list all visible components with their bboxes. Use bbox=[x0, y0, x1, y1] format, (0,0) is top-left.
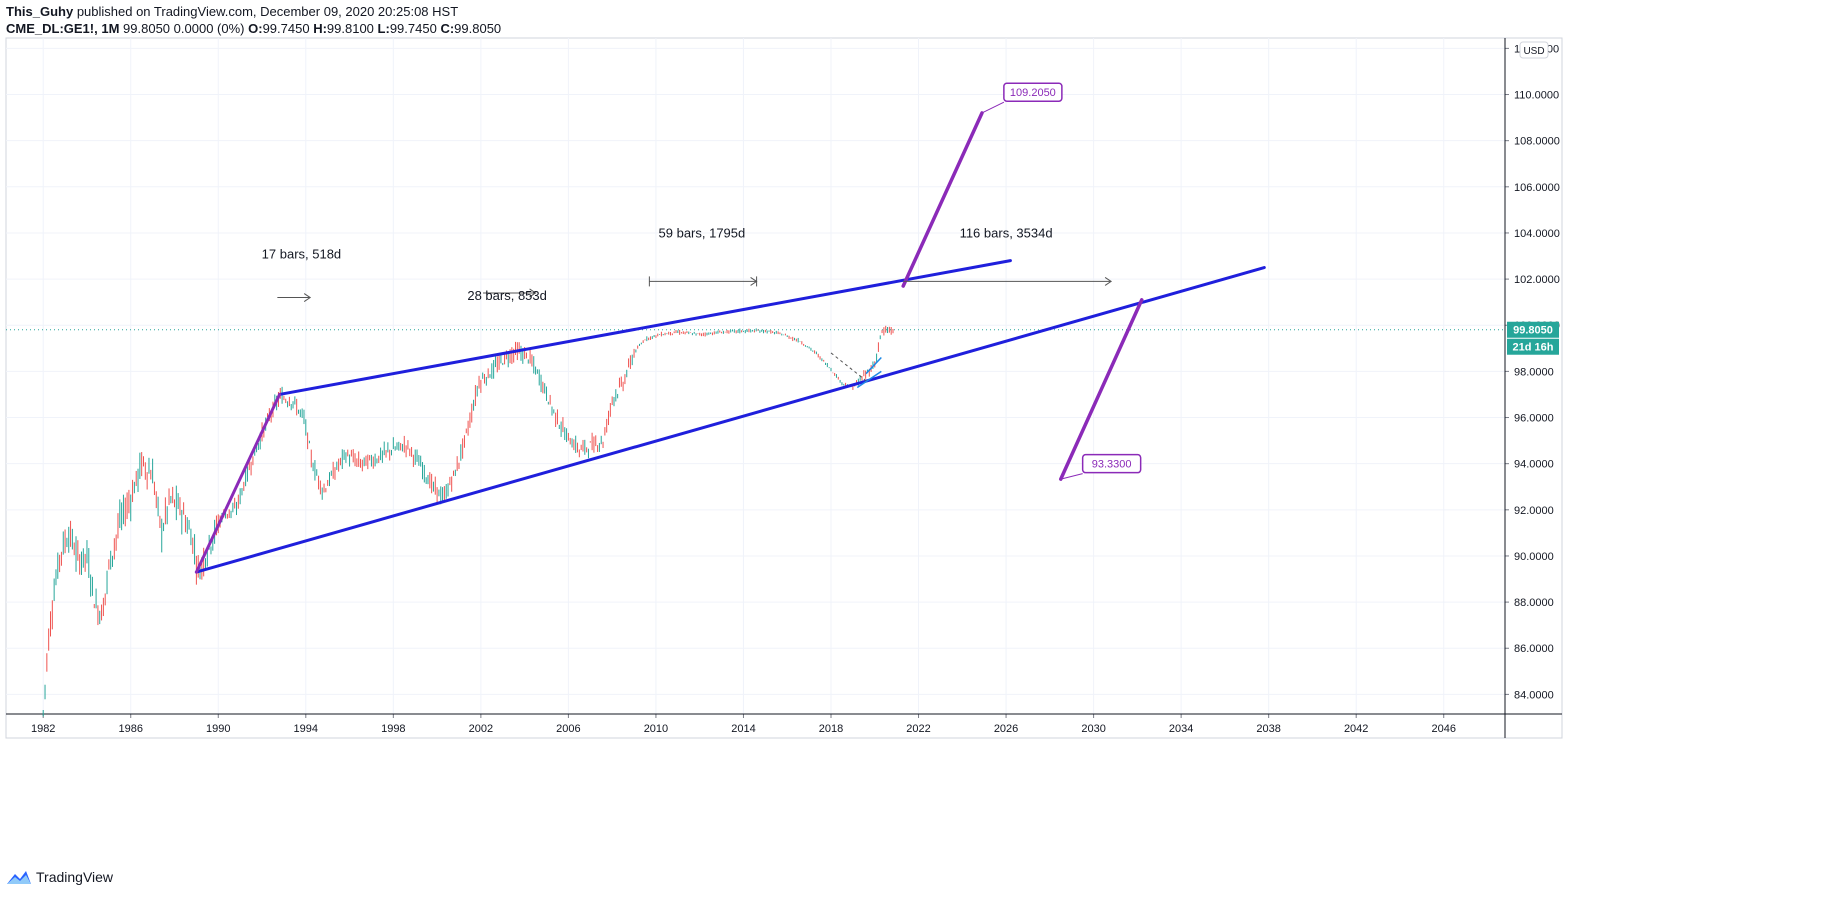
y-tick-label: 96.0000 bbox=[1514, 413, 1554, 425]
x-tick-label: 2026 bbox=[994, 723, 1018, 735]
projection-up-label-box[interactable] bbox=[1003, 82, 1063, 102]
projection-up-label: 109.2050 bbox=[1010, 87, 1056, 99]
x-tick-label: 1982 bbox=[31, 723, 55, 735]
x-tick-label: 2006 bbox=[556, 723, 580, 735]
projection-down-callout bbox=[1060, 473, 1083, 480]
currency-label: USD bbox=[1523, 46, 1544, 57]
y-tick-label: 84.0000 bbox=[1514, 689, 1554, 701]
tradingview-logo-icon bbox=[7, 871, 31, 884]
bar-count-annotation: 17 bars, 518d bbox=[262, 246, 342, 261]
symbol-label[interactable]: CME_DL:GE1!, 1M bbox=[6, 21, 120, 36]
x-tick-label: 1998 bbox=[381, 723, 405, 735]
countdown-tag bbox=[1507, 338, 1559, 355]
projection-up-callout bbox=[981, 101, 1005, 114]
price-change: 0.0000 (0%) bbox=[173, 21, 245, 36]
mini-wedge bbox=[856, 357, 882, 389]
y-tick-label: 102.0000 bbox=[1514, 274, 1560, 286]
y-tick-label: 110.0000 bbox=[1514, 90, 1559, 102]
chart-frame bbox=[5, 37, 1563, 739]
high-value: H:99.8100 bbox=[313, 21, 374, 36]
y-tick-label: 94.0000 bbox=[1514, 459, 1554, 471]
dashed-guide bbox=[830, 352, 867, 382]
bar-count-annotation: 59 bars, 1795d bbox=[659, 226, 746, 241]
x-tick-label: 2046 bbox=[1431, 723, 1455, 735]
y-tick-label: 104.0000 bbox=[1514, 228, 1560, 240]
x-tick-label: 1994 bbox=[294, 723, 318, 735]
x-tick-label: 2030 bbox=[1081, 723, 1105, 735]
x-tick-label: 1986 bbox=[118, 723, 142, 735]
x-tick-label: 2002 bbox=[469, 723, 493, 735]
x-tick-label: 2022 bbox=[906, 723, 930, 735]
y-tick-label: 92.0000 bbox=[1514, 505, 1554, 517]
footer-brand[interactable]: TradingView bbox=[6, 869, 113, 885]
close-value: C:99.8050 bbox=[440, 21, 502, 36]
chart-header: This_Guhy published on TradingView.com, … bbox=[6, 3, 501, 37]
x-tick-label: 2014 bbox=[731, 723, 755, 735]
x-tick-label: 2034 bbox=[1169, 723, 1193, 735]
projection-up[interactable] bbox=[901, 111, 984, 288]
trendline-upper-boundary[interactable] bbox=[278, 259, 1012, 396]
bar-count-annotation: 116 bars, 3534d bbox=[960, 226, 1053, 241]
candles bbox=[42, 325, 894, 717]
x-tick-label: 1990 bbox=[206, 723, 230, 735]
trendline-impulse-leg[interactable] bbox=[194, 392, 282, 574]
open-value: O:99.7450 bbox=[248, 21, 310, 36]
range-marker-arrowhead bbox=[303, 293, 312, 302]
price-tag-label: 99.8050 bbox=[1513, 325, 1553, 337]
projection-down-label: 93.3300 bbox=[1092, 459, 1132, 471]
y-tick-label: 90.0000 bbox=[1514, 551, 1554, 563]
y-tick-label: 108.0000 bbox=[1514, 136, 1560, 148]
publish-line: This_Guhy published on TradingView.com, … bbox=[6, 3, 501, 20]
trendline-lower-boundary[interactable] bbox=[194, 266, 1266, 574]
publish-info: published on TradingView.com, December 0… bbox=[76, 4, 459, 19]
x-tick-label: 2042 bbox=[1344, 723, 1368, 735]
brand-text: TradingView bbox=[36, 869, 114, 885]
x-tick-label: 2038 bbox=[1256, 723, 1280, 735]
range-marker-arrowhead bbox=[1104, 276, 1113, 286]
x-tick-label: 2018 bbox=[819, 723, 843, 735]
projection-down-label-box[interactable] bbox=[1081, 453, 1142, 474]
y-tick-label: 86.0000 bbox=[1514, 643, 1554, 655]
last-price: 99.8050 bbox=[123, 21, 171, 36]
countdown-label: 21d 16h bbox=[1513, 342, 1554, 354]
projection-down[interactable] bbox=[1059, 298, 1144, 481]
author-name[interactable]: This_Guhy bbox=[6, 4, 74, 19]
currency-badge[interactable] bbox=[1519, 41, 1549, 59]
y-tick-label: 88.0000 bbox=[1514, 597, 1554, 609]
bar-count-annotation: 28 bars, 853d bbox=[467, 288, 547, 303]
price-tag bbox=[1507, 321, 1559, 338]
y-tick-label: 98.0000 bbox=[1514, 366, 1554, 378]
range-marker-arrowhead bbox=[529, 288, 537, 298]
low-value: L:99.7450 bbox=[377, 21, 437, 36]
y-tick-label: 106.0000 bbox=[1514, 182, 1560, 194]
ohlc-line: CME_DL:GE1!, 1M 99.8050 0.0000 (0%) O:99… bbox=[6, 20, 501, 37]
x-tick-label: 2010 bbox=[644, 723, 668, 735]
